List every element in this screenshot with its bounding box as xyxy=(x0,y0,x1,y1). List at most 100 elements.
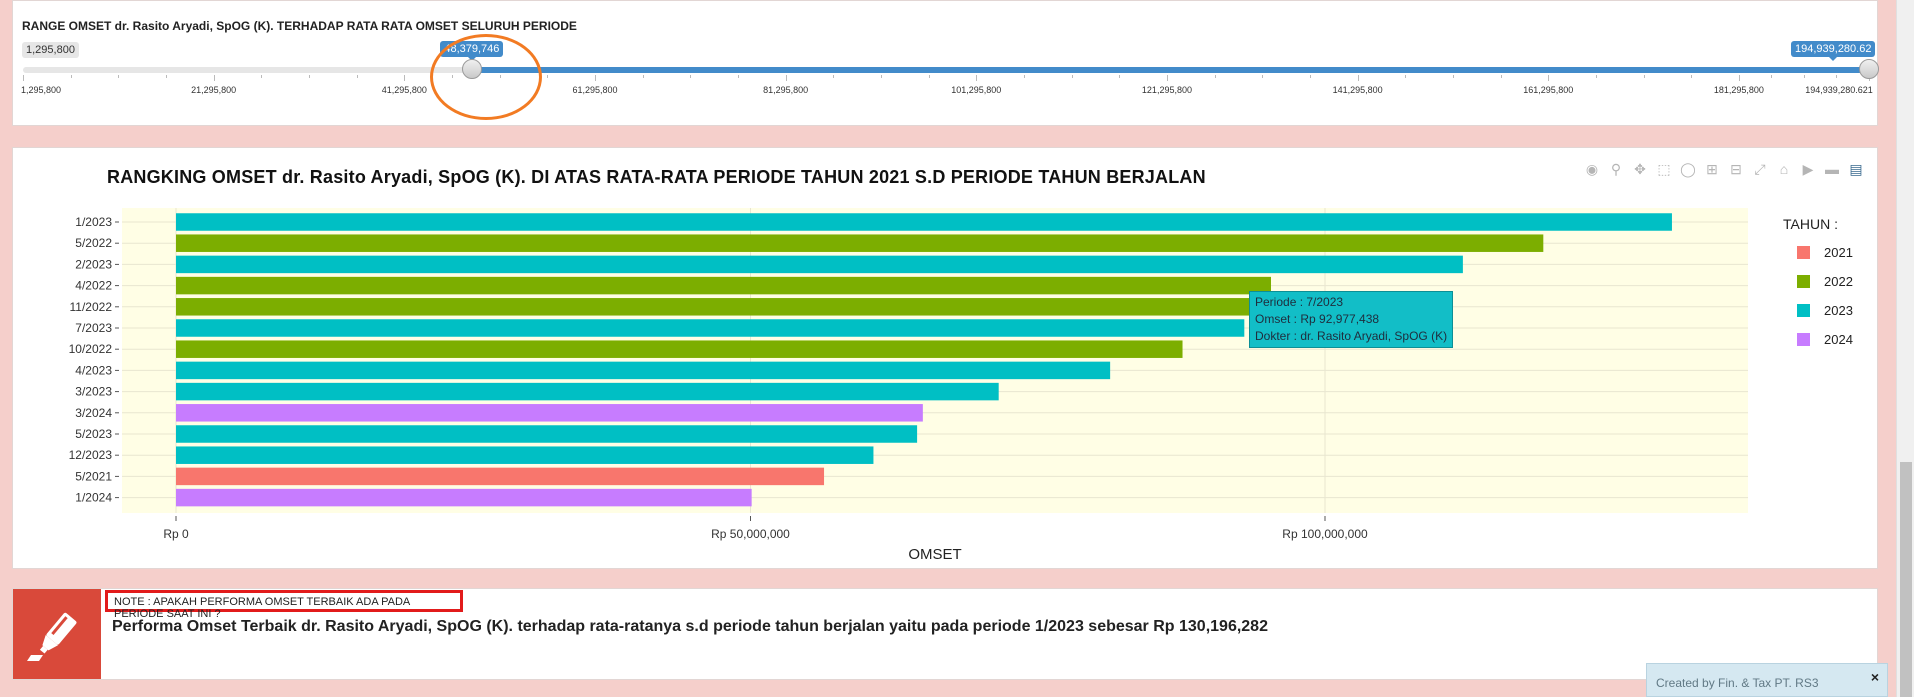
slider-grid-minor-tick xyxy=(1643,75,1645,78)
slider-grid-minor-tick xyxy=(356,75,358,78)
bar-chart: 1/2023 5/2022 2/2023 4/2022 11/2022 7/2023 10/… xyxy=(69,208,1748,563)
highlight-circle-annotation xyxy=(430,34,542,120)
zoom-out-icon[interactable]: ⊟ xyxy=(1730,161,1742,177)
tooltip-doctor: Dokter : dr. Rasito Aryadi, SpOG (K) xyxy=(1255,329,1448,343)
range-to-badge: 194,939,280.62 xyxy=(1791,41,1876,61)
camera-icon[interactable]: ◉ xyxy=(1585,161,1599,177)
slider-grid-tick xyxy=(785,75,787,81)
range-min-badge: 1,295,800 xyxy=(22,42,79,58)
bar-12-2023[interactable] xyxy=(176,446,874,464)
slider-grid-minor-tick xyxy=(928,75,930,78)
slider-grid-minor-tick xyxy=(1595,75,1597,78)
zoom-icon[interactable]: ⚲ xyxy=(1610,161,1622,177)
x-tick-label: Rp 50,000,000 xyxy=(711,527,790,541)
autoscale-icon[interactable]: ⤢ xyxy=(1754,161,1766,177)
slider-grid-tick xyxy=(404,75,406,81)
spike-lines-icon[interactable]: ▶ xyxy=(1802,161,1814,177)
slider-grid-minor-tick xyxy=(1262,75,1264,78)
y-tick-label: 2/2023 xyxy=(75,257,112,271)
slider-grid-label: 1,295,800 xyxy=(20,85,62,95)
legend-swatch xyxy=(1797,246,1810,259)
bar-1-2024[interactable] xyxy=(176,488,752,507)
y-tick-label: 5/2022 xyxy=(75,236,112,250)
plot-modebar: ◉ ⚲ ✥ ⬚ ◯ ⊞ ⊟ ⤢ ⌂ ▶ ▬ ▤ xyxy=(1583,160,1865,178)
note-icon-box xyxy=(13,589,101,679)
slider-grid-label: 121,295,800 xyxy=(1141,85,1192,95)
x-tick-label: Rp 100,000,000 xyxy=(1282,527,1368,541)
bar-5-2023[interactable] xyxy=(176,425,918,443)
page-scrollbar[interactable] xyxy=(1896,0,1914,697)
slider-grid-label: 81,295,800 xyxy=(763,85,809,95)
slider-grid-label: 101,295,800 xyxy=(951,85,1002,95)
y-tick-label: 7/2023 xyxy=(75,321,112,335)
slider-to-handle[interactable] xyxy=(1859,59,1879,79)
chart-title: RANGKING OMSET dr. Rasito Aryadi, SpOG (… xyxy=(107,167,1206,187)
legend-item-2021[interactable]: 2021 xyxy=(1783,238,1853,267)
slider-grid-label: 21,295,800 xyxy=(191,85,237,95)
bar-5-2022[interactable] xyxy=(176,234,1544,252)
y-tick-label: 11/2022 xyxy=(70,300,113,314)
slider-grid-minor-tick xyxy=(1500,75,1502,78)
y-tick-label: 5/2023 xyxy=(75,427,112,441)
slider-grid-minor-tick xyxy=(737,75,739,78)
y-tick-label: 12/2023 xyxy=(69,448,113,462)
y-tick-label: 4/2023 xyxy=(75,363,112,377)
slider-grid-minor-tick xyxy=(70,75,72,78)
slider-grid-tick xyxy=(23,75,24,81)
pan-icon[interactable]: ✥ xyxy=(1634,161,1646,177)
slider-grid-minor-tick xyxy=(1803,75,1805,78)
tooltip-omset: Omset : Rp 92,977,438 xyxy=(1255,312,1380,326)
box-select-icon[interactable]: ⬚ xyxy=(1657,161,1671,177)
bar-4-2022[interactable] xyxy=(176,276,1271,295)
reset-axes-icon[interactable]: ⌂ xyxy=(1779,161,1789,177)
slider-grid-minor-tick xyxy=(118,75,120,78)
plotly-logo-icon[interactable]: ▤ xyxy=(1849,161,1863,177)
ranking-chart-panel: 1/2023 5/2022 2/2023 4/2022 11/2022 7/2023 10/… xyxy=(12,147,1878,569)
y-tick-label: 10/2022 xyxy=(69,342,113,356)
slider-grid-minor-tick xyxy=(1771,75,1773,78)
legend-item-2024[interactable]: 2024 xyxy=(1783,325,1853,354)
legend-swatch xyxy=(1797,333,1810,346)
x-axis-title: OMSET xyxy=(908,546,961,563)
legend-item-2022[interactable]: 2022 xyxy=(1783,267,1853,296)
bar-7-2023[interactable] xyxy=(176,319,1245,337)
chart-legend: TAHUN : 2021 2022 2023 2024 xyxy=(1783,216,1853,354)
close-icon[interactable]: × xyxy=(1870,669,1879,685)
bar-11-2022[interactable] xyxy=(176,298,1251,316)
note-text: Performa Omset Terbaik dr. Rasito Aryadi… xyxy=(112,618,1268,635)
legend-label: 2023 xyxy=(1824,303,1853,318)
slider-grid-minor-tick xyxy=(690,75,692,78)
y-tick-label: 1/2024 xyxy=(75,491,112,505)
bar-10-2022[interactable] xyxy=(176,340,1183,358)
legend-item-2023[interactable]: 2023 xyxy=(1783,296,1853,325)
slider-grid-minor-tick xyxy=(1836,75,1838,78)
slider-grid-label: 181,295,800 xyxy=(1713,85,1764,95)
compare-hover-icon[interactable]: ▬ xyxy=(1825,161,1839,177)
zoom-in-icon[interactable]: ⊞ xyxy=(1706,161,1718,177)
y-tick-label: 1/2023 xyxy=(75,215,112,229)
bar-2-2023[interactable] xyxy=(176,255,1463,274)
legend-swatch xyxy=(1797,275,1810,288)
slider-grid-minor-tick xyxy=(1119,75,1121,78)
slider-grid-minor-tick xyxy=(1691,75,1693,78)
lasso-icon[interactable]: ◯ xyxy=(1680,161,1696,177)
bar-5-2021[interactable] xyxy=(176,467,825,486)
bar-3-2024[interactable] xyxy=(176,404,923,422)
scrollbar-thumb[interactable] xyxy=(1900,462,1912,697)
slider-grid-minor-tick xyxy=(833,75,835,78)
bar-1-2023[interactable] xyxy=(176,213,1672,231)
slider-grid-label: 161,295,800 xyxy=(1523,85,1574,95)
slider-grid-minor-tick xyxy=(1214,75,1216,78)
legend-title: TAHUN : xyxy=(1783,216,1838,232)
plot-area xyxy=(122,208,1748,513)
slider-grid-minor-tick xyxy=(308,75,310,78)
slider-grid-minor-tick xyxy=(547,75,549,78)
slider-selected-range[interactable] xyxy=(471,67,1869,73)
slider-grid-minor-tick xyxy=(1452,75,1454,78)
note-panel: NOTE : APAKAH PERFORMA OMSET TERBAIK ADA… xyxy=(12,588,1878,680)
bar-3-2023[interactable] xyxy=(176,382,999,401)
slider-grid-label: 194,939,280.621 xyxy=(1805,85,1873,95)
y-tick-label: 3/2024 xyxy=(75,406,112,420)
bar-4-2023[interactable] xyxy=(176,361,1111,380)
slider-grid-tick xyxy=(213,75,215,81)
